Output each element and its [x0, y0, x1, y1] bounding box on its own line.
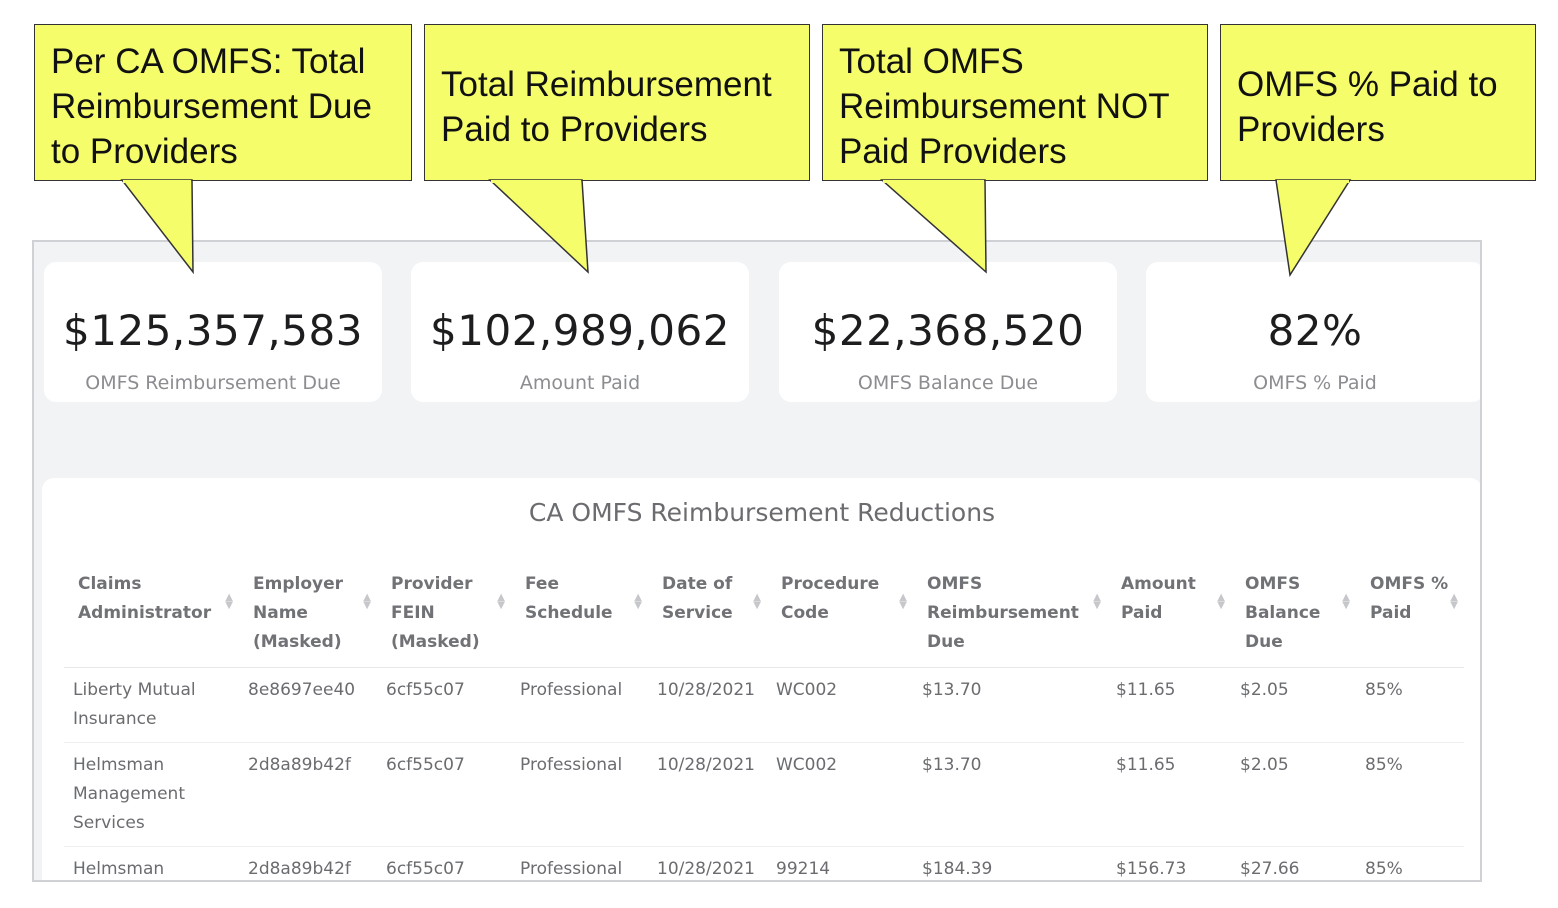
sort-icon[interactable]: ▲ ▼	[899, 592, 907, 611]
table-header-row: Claims Administrator ▲ ▼ Employer Name (Ma…	[64, 560, 1464, 668]
cell-provider-fein: 6cf55c07	[377, 667, 511, 743]
cell-procedure-code: 99214	[767, 846, 913, 880]
kpi-value: 82%	[1267, 306, 1363, 355]
cell-omfs-reimbursement-due: $13.70	[913, 742, 1107, 847]
kpi-label: OMFS % Paid	[1253, 372, 1377, 394]
cell-amount-paid: $156.73	[1107, 846, 1231, 880]
cell-omfs-balance-due: $2.05	[1231, 742, 1356, 847]
cell-date-of-service: 10/28/2021	[648, 667, 767, 743]
column-header-fee-schedule[interactable]: Fee Schedule ▲ ▼	[511, 560, 648, 668]
kpi-label: OMFS Balance Due	[857, 372, 1039, 394]
cell-fee-schedule: Professional	[511, 667, 648, 743]
kpi-label: Amount Paid	[519, 372, 641, 394]
cell-provider-fein: 6cf55c07	[377, 846, 511, 880]
kpi-card-amount-paid: $102,989,062 Amount Paid	[411, 262, 749, 402]
cell-claims-administrator: Helmsman	[64, 846, 239, 880]
sort-icon[interactable]: ▲ ▼	[225, 592, 233, 611]
cell-employer-name: 2d8a89b42f	[239, 742, 377, 847]
cell-employer-name: 2d8a89b42f	[239, 846, 377, 880]
column-header-label: Amount Paid	[1121, 574, 1196, 623]
column-header-amount-paid[interactable]: Amount Paid ▲ ▼	[1107, 560, 1231, 668]
cell-procedure-code: WC002	[767, 667, 913, 743]
column-header-omfs-reimbursement-due[interactable]: OMFS Reimbursement Due ▲ ▼	[913, 560, 1107, 668]
cell-omfs-reimbursement-due: $13.70	[913, 667, 1107, 743]
table-title: CA OMFS Reimbursement Reductions	[528, 498, 996, 527]
callout-percent-paid: OMFS % Paid to Providers	[1220, 24, 1536, 181]
column-header-claims-administrator[interactable]: Claims Administrator ▲ ▼	[64, 560, 239, 668]
reductions-table-card: CA OMFS Reimbursement Reductions Claims …	[42, 478, 1480, 880]
column-header-omfs-balance-due[interactable]: OMFS Balance Due ▲ ▼	[1231, 560, 1356, 668]
column-header-label: OMFS Reimbursement Due	[927, 574, 1079, 652]
sort-icon[interactable]: ▲ ▼	[1342, 592, 1350, 611]
cell-amount-paid: $11.65	[1107, 742, 1231, 847]
cell-omfs-reimbursement-due: $184.39	[913, 846, 1107, 880]
column-header-label: Provider FEIN (Masked)	[391, 574, 480, 652]
reductions-table: Claims Administrator ▲ ▼ Employer Name (Ma…	[64, 560, 1464, 880]
column-header-label: Procedure Code	[781, 574, 880, 623]
sort-icon[interactable]: ▲ ▼	[1217, 592, 1225, 611]
column-header-label: OMFS Balance Due	[1245, 574, 1321, 652]
kpi-label: OMFS Reimbursement Due	[85, 372, 341, 394]
cell-employer-name: 8e8697ee40	[239, 667, 377, 743]
sort-icon[interactable]: ▲ ▼	[1093, 592, 1101, 611]
column-header-label: Fee Schedule	[525, 574, 613, 623]
cell-claims-administrator: Liberty Mutual Insurance	[64, 667, 239, 743]
column-header-date-of-service[interactable]: Date of Service ▲ ▼	[648, 560, 767, 668]
sort-icon[interactable]: ▲ ▼	[634, 592, 642, 611]
kpi-value: $22,368,520	[811, 306, 1085, 355]
cell-omfs-percent-paid: 85%	[1356, 667, 1464, 743]
cell-fee-schedule: Professional	[511, 846, 648, 880]
sort-icon[interactable]: ▲ ▼	[497, 592, 505, 611]
dashboard-panel: $125,357,583 OMFS Reimbursement Due $102…	[32, 240, 1482, 882]
cell-amount-paid: $11.65	[1107, 667, 1231, 743]
column-header-procedure-code[interactable]: Procedure Code ▲ ▼	[767, 560, 913, 668]
callout-not-paid: Total OMFS Reimbursement NOT Paid Provid…	[822, 24, 1208, 181]
kpi-card-reimbursement-due: $125,357,583 OMFS Reimbursement Due	[44, 262, 382, 402]
column-header-label: Employer Name (Masked)	[253, 574, 343, 652]
callout-total-paid: Total Reimbursement Paid to Providers	[424, 24, 810, 181]
kpi-value: $125,357,583	[63, 306, 363, 355]
cell-omfs-percent-paid: 85%	[1356, 742, 1464, 847]
column-header-employer-name[interactable]: Employer Name (Masked) ▲ ▼	[239, 560, 377, 668]
sort-icon[interactable]: ▲ ▼	[1450, 592, 1458, 611]
cell-provider-fein: 6cf55c07	[377, 742, 511, 847]
cell-procedure-code: WC002	[767, 742, 913, 847]
table-row: Helmsman 2d8a89b42f 6cf55c07 Professiona…	[64, 846, 1464, 880]
cell-omfs-balance-due: $27.66	[1231, 846, 1356, 880]
table-row: Helmsman Management Services 2d8a89b42f …	[64, 742, 1464, 847]
sort-icon[interactable]: ▲ ▼	[753, 592, 761, 611]
kpi-value: $102,989,062	[430, 306, 730, 355]
column-header-label: Claims Administrator	[78, 574, 212, 623]
column-header-label: Date of Service	[662, 574, 733, 623]
cell-date-of-service: 10/28/2021	[648, 846, 767, 880]
kpi-card-balance-due: $22,368,520 OMFS Balance Due	[779, 262, 1117, 402]
cell-omfs-balance-due: $2.05	[1231, 667, 1356, 743]
column-header-label: OMFS % Paid	[1370, 574, 1449, 623]
cell-fee-schedule: Professional	[511, 742, 648, 847]
column-header-provider-fein[interactable]: Provider FEIN (Masked) ▲ ▼	[377, 560, 511, 668]
cell-claims-administrator: Helmsman Management Services	[64, 742, 239, 847]
table-row: Liberty Mutual Insurance 8e8697ee40 6cf5…	[64, 667, 1464, 743]
cell-omfs-percent-paid: 85%	[1356, 846, 1464, 880]
cell-date-of-service: 10/28/2021	[648, 742, 767, 847]
column-header-omfs-percent-paid[interactable]: OMFS % Paid ▲ ▼	[1356, 560, 1464, 668]
kpi-card-percent-paid: 82% OMFS % Paid	[1146, 262, 1480, 402]
sort-icon[interactable]: ▲ ▼	[363, 592, 371, 611]
callout-total-due: Per CA OMFS: Total Reimbursement Due to …	[34, 24, 412, 181]
